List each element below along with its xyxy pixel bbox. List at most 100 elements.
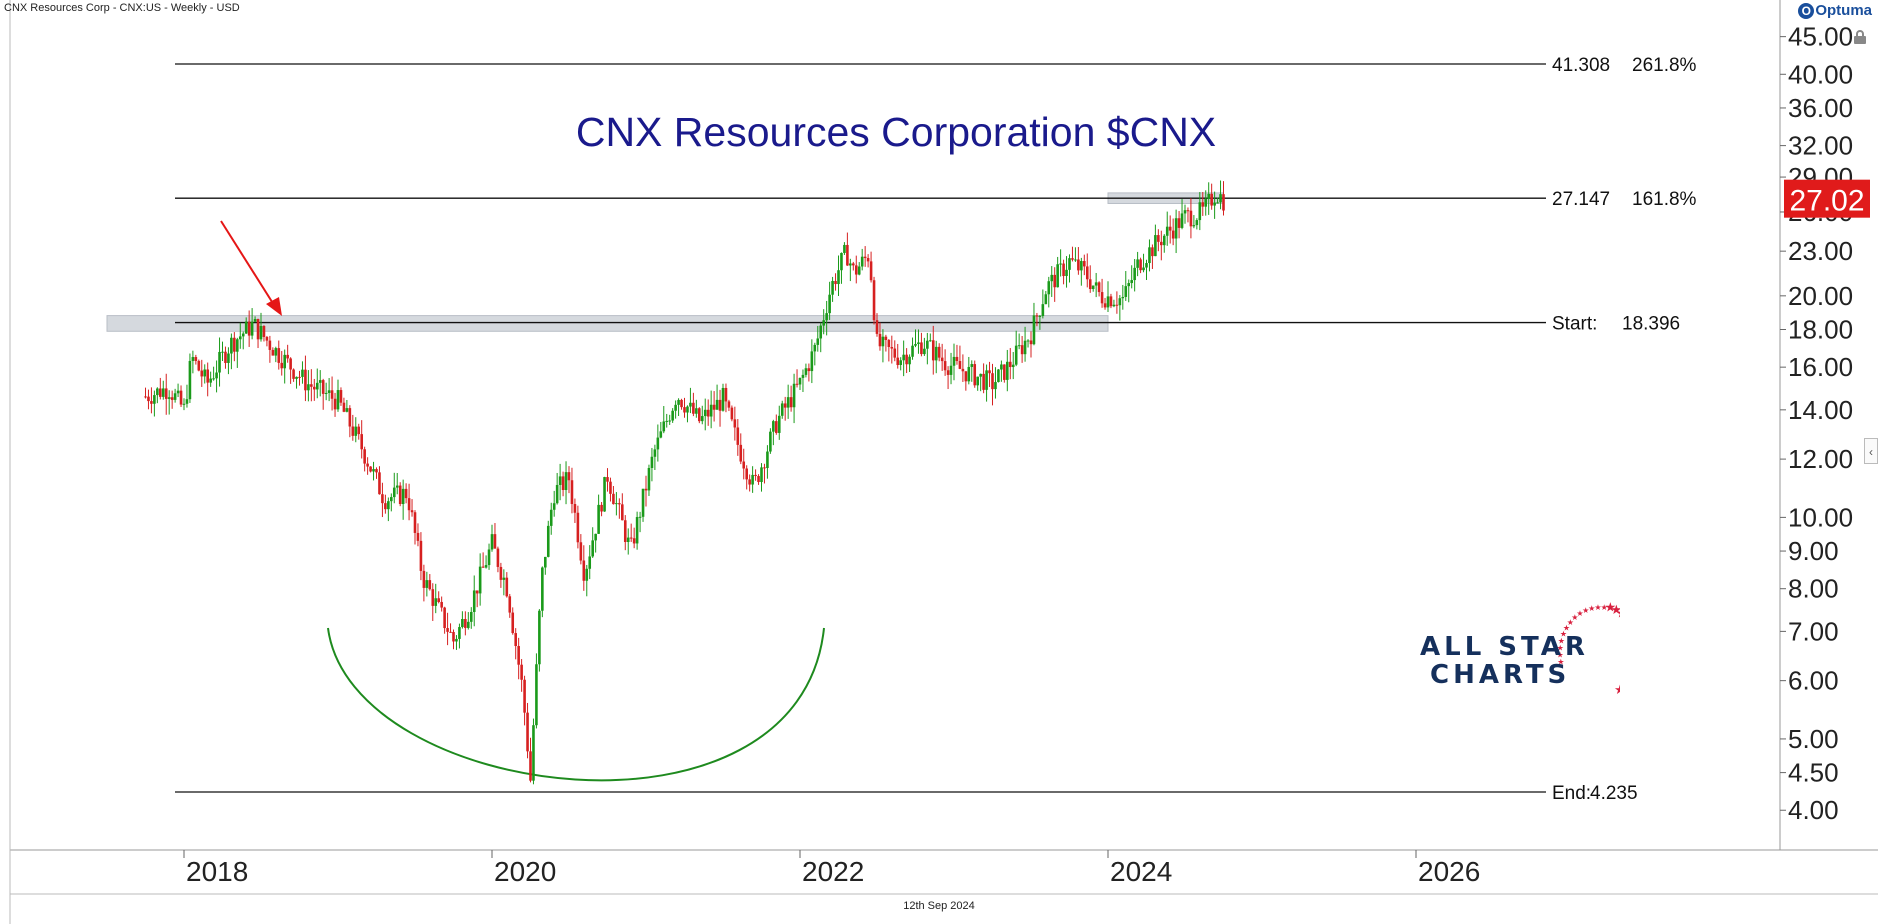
candle-body	[292, 369, 295, 379]
candle-body	[1216, 202, 1219, 204]
candle-body	[1168, 226, 1172, 231]
candle-body	[170, 397, 174, 400]
candle-body	[496, 548, 500, 567]
x-tick-label: 2024	[1110, 856, 1172, 887]
lock-icon[interactable]	[1852, 30, 1868, 44]
rounded-bottom-arc	[327, 627, 825, 782]
candle-body	[271, 349, 275, 356]
candle-body	[1059, 263, 1062, 265]
candle-body	[1151, 247, 1154, 257]
candle-body	[478, 566, 482, 594]
candle-body	[698, 408, 701, 422]
candle-body	[167, 397, 171, 399]
candle-body	[843, 244, 846, 253]
candle-body	[1189, 210, 1193, 227]
candle-body	[952, 356, 956, 366]
candle-body	[1192, 225, 1196, 227]
candle-body	[612, 493, 615, 505]
candle-body	[686, 406, 689, 413]
fib-label-1: 27.147	[1552, 189, 1610, 210]
logo-line1: ALL STAR	[1420, 632, 1589, 662]
stars-arc-icon: ★★★★★★★★★★★★★★★★★★★★★★★★★★★★★	[1556, 600, 1620, 697]
candle-body	[751, 474, 754, 485]
candle-body	[777, 415, 781, 433]
candle-body	[342, 402, 346, 412]
candle-body	[363, 449, 366, 464]
candle-body	[760, 467, 763, 483]
candle-body	[840, 252, 843, 271]
candle-body	[224, 351, 227, 363]
candle-body	[520, 664, 523, 680]
candle-body	[964, 371, 968, 382]
candle-body	[357, 426, 361, 435]
candle-body	[618, 503, 621, 505]
candle-body	[763, 467, 766, 469]
candle-body	[982, 373, 985, 390]
annotations: 27.02	[220, 179, 1870, 316]
candle-body	[807, 368, 811, 372]
y-tick-label: 4.50	[1788, 758, 1839, 788]
candle-body	[197, 360, 201, 371]
all-star-charts-logo: ★★★★★★★★★★★★★★★★★★★★★★★★★★★★★ ALL STAR C…	[1410, 600, 1620, 710]
candle-body	[902, 354, 905, 361]
candle-body	[1088, 279, 1092, 290]
candle-body	[1222, 194, 1225, 211]
candle-body	[1003, 364, 1006, 380]
candle-body	[241, 333, 245, 337]
candle-body	[313, 386, 316, 390]
optuma-brand: O Optuma	[1798, 2, 1872, 19]
candle-body	[490, 534, 494, 550]
candle-body	[1080, 261, 1083, 271]
x-tick-label: 2026	[1418, 856, 1480, 887]
candle-body	[970, 364, 974, 367]
candle-body	[564, 472, 568, 491]
y-tick-label: 7.00	[1788, 616, 1839, 646]
last-price-badge	[1784, 179, 1870, 218]
candle-body	[366, 463, 369, 467]
brand-label: Optuma	[1815, 2, 1872, 19]
candle-body	[680, 399, 683, 408]
candle-body	[487, 549, 491, 566]
candle-body	[662, 421, 666, 432]
candle-body	[789, 397, 793, 408]
candle-body	[253, 319, 257, 322]
candle-body	[449, 631, 452, 633]
candle-body	[878, 333, 882, 347]
y-tick-label: 14.00	[1788, 395, 1853, 425]
y-tick-label: 8.00	[1788, 574, 1839, 604]
candle-body	[1008, 361, 1012, 368]
candle-body	[609, 481, 612, 494]
fib-value-2: 18.396	[1622, 314, 1680, 335]
candle-body	[401, 488, 405, 505]
candle-body	[1180, 213, 1184, 228]
candle-body	[929, 340, 932, 342]
candle-body	[549, 509, 553, 526]
candle-body	[182, 403, 186, 405]
candle-body	[1121, 296, 1125, 299]
candle-body	[967, 366, 971, 382]
candle-body	[529, 751, 532, 781]
candle-body	[538, 610, 541, 665]
candle-body	[185, 399, 189, 404]
candle-body	[585, 568, 589, 581]
logo-star: ★	[1616, 605, 1620, 620]
candle-body	[718, 399, 722, 411]
candle-body	[428, 580, 432, 590]
logo-star: ★	[1614, 682, 1620, 697]
candle-body	[336, 390, 340, 410]
collapse-panel-button[interactable]: ‹	[1864, 438, 1878, 464]
candle-body	[1011, 364, 1015, 368]
candle-body	[961, 368, 965, 372]
arrow-head-icon	[266, 297, 282, 316]
candle-body	[523, 679, 526, 713]
logo-star: ★	[1556, 650, 1563, 659]
candle-body	[911, 345, 914, 357]
candle-body	[721, 387, 725, 411]
y-tick-label: 32.00	[1788, 131, 1853, 161]
candle-body	[301, 369, 304, 377]
candle-body	[1186, 210, 1190, 212]
candle-body	[837, 270, 840, 285]
y-tick-label: 18.00	[1788, 315, 1853, 345]
candle-body	[1103, 303, 1107, 308]
chart-title: CNX Resources Corporation $CNX	[576, 109, 1216, 155]
